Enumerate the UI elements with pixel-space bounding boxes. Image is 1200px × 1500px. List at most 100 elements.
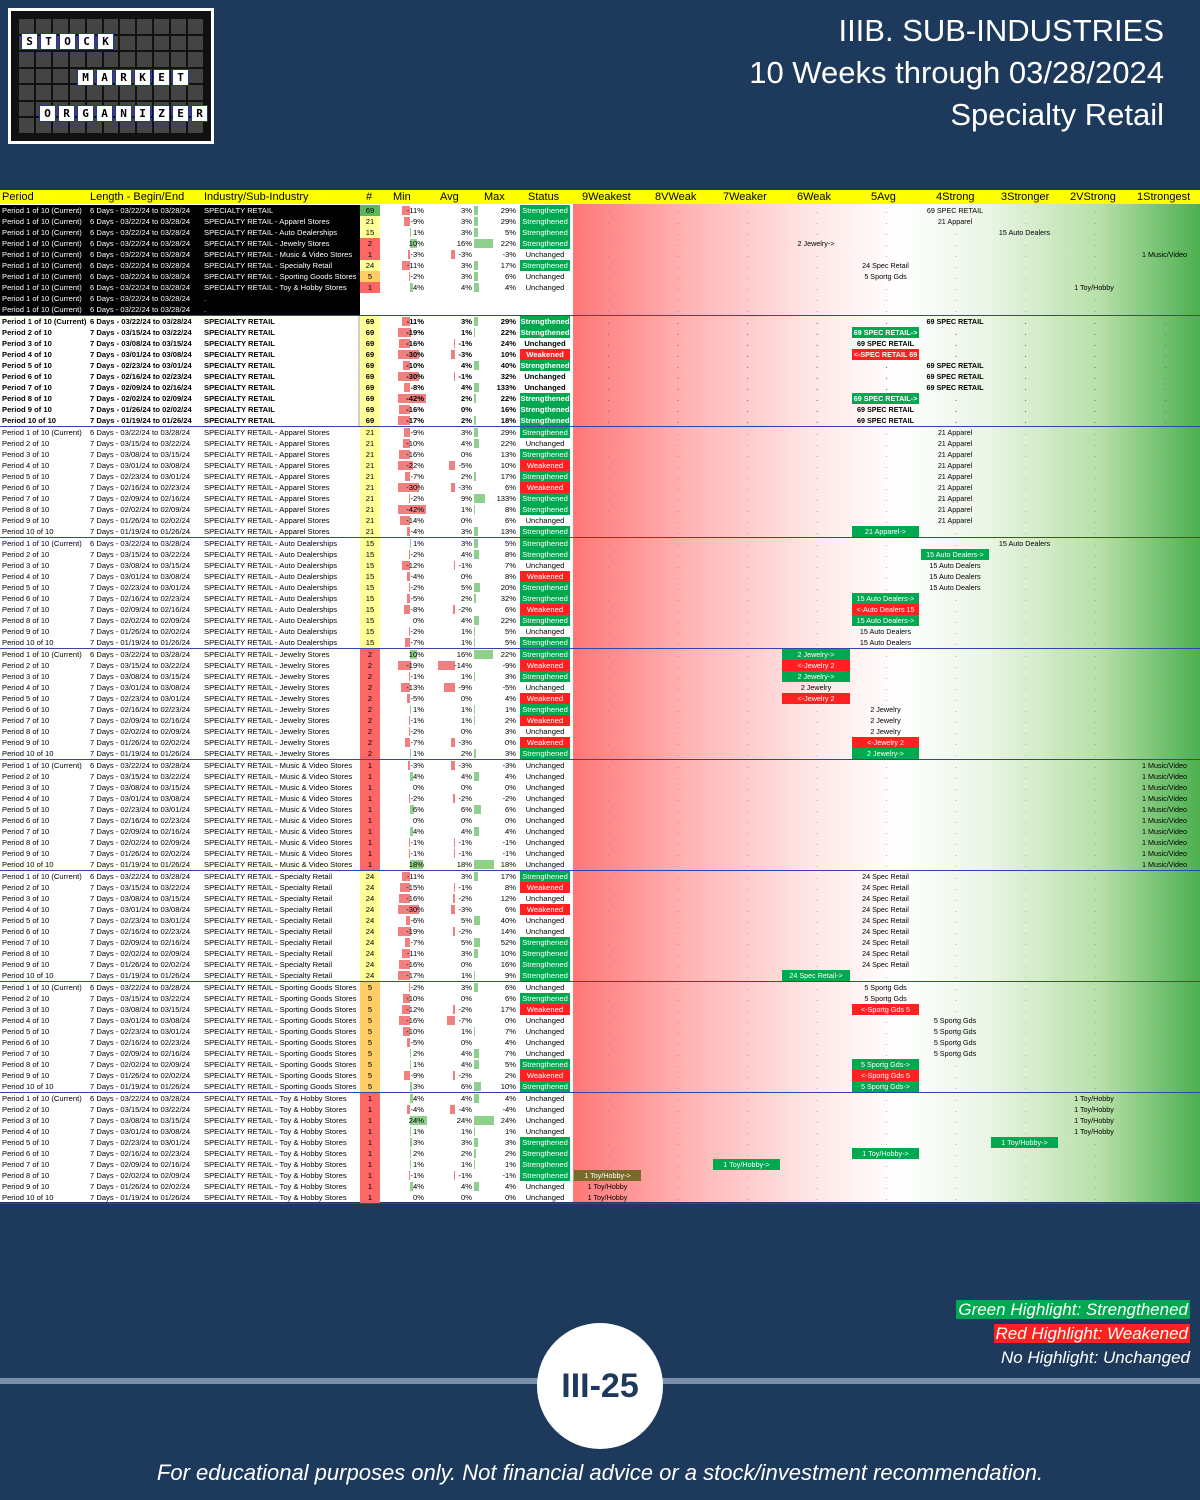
logo-tile: [171, 85, 187, 100]
empty-marker: .: [746, 872, 749, 881]
empty-marker: .: [1164, 1171, 1167, 1180]
empty-marker: .: [955, 539, 958, 548]
table-cell: 7 Days - 01/26/24 to 02/02/24: [90, 1071, 191, 1080]
table-cell: SPECIALTY RETAIL - Auto Dealerships: [204, 583, 338, 592]
empty-marker: .: [607, 1038, 610, 1047]
table-cell: -2%: [410, 983, 424, 992]
table-cell: 15: [360, 593, 380, 604]
logo-letter: R: [115, 69, 132, 86]
table-cell: 0%: [505, 783, 516, 792]
strength-label: 1 Music/Video: [1141, 250, 1187, 259]
table-cell: -9%: [410, 217, 424, 226]
table-cell: 7 Days - 02/09/24 to 02/16/24: [90, 1049, 191, 1058]
empty-marker: .: [677, 394, 680, 403]
empty-marker: .: [1094, 1016, 1097, 1025]
empty-marker: .: [1024, 1160, 1027, 1169]
table-cell: -2%: [458, 1005, 472, 1014]
table-cell: Period 5 of 10: [2, 694, 50, 703]
min-bar: [398, 350, 419, 359]
strength-label: 15 Auto Dealers: [929, 583, 981, 592]
avg-bar: [451, 350, 455, 359]
table-cell: .: [204, 294, 207, 303]
table-cell: -13%: [406, 683, 424, 692]
table-cell: 7 Days - 01/26/24 to 02/02/24: [90, 849, 191, 858]
empty-marker: .: [607, 294, 610, 303]
table-cell: 32%: [500, 372, 516, 381]
table-cell: SPECIALTY RETAIL: [204, 416, 275, 425]
table-cell: Period 8 of 10: [2, 1171, 50, 1180]
empty-marker: .: [1094, 960, 1097, 969]
logo-tile: [19, 118, 34, 133]
empty-marker: .: [1164, 938, 1167, 947]
empty-marker: .: [1094, 738, 1097, 747]
empty-marker: .: [1094, 849, 1097, 858]
table-cell: 10%: [500, 1082, 516, 1091]
min-bar: [409, 838, 410, 847]
empty-marker: .: [1024, 383, 1027, 392]
table-cell: 24%: [408, 1116, 424, 1125]
empty-marker: .: [677, 516, 680, 525]
empty-marker: .: [677, 206, 680, 215]
table-cell: -2%: [410, 550, 424, 559]
strength-label: 1 Music/Video: [1141, 805, 1187, 814]
table-cell: 7 Days - 03/01/24 to 03/08/24: [90, 905, 191, 914]
empty-marker: .: [607, 1105, 610, 1114]
empty-marker: .: [746, 261, 749, 270]
min-bar: [403, 439, 410, 448]
strength-label: 2 Jewelry: [870, 727, 901, 736]
table-cell: Period 3 of 10: [2, 450, 50, 459]
table-row: Period 4 of 10 7 Days - 03/01/24 to 03/08…: [0, 904, 1200, 915]
table-cell: SPECIALTY RETAIL: [204, 339, 275, 348]
table-cell: SPECIALTY RETAIL - Jewelry Stores: [204, 239, 330, 248]
empty-marker: .: [1094, 494, 1097, 503]
table-cell: 7 Days - 02/23/24 to 03/01/24: [90, 805, 191, 814]
table-cell: 10%: [500, 949, 516, 958]
empty-marker: .: [1024, 594, 1027, 603]
status-badge: Weakened: [520, 1004, 570, 1015]
avg-bar: [474, 239, 494, 248]
empty-marker: .: [955, 350, 958, 359]
table-cell: SPECIALTY RETAIL: [204, 394, 275, 403]
table-cell: 1: [360, 1181, 380, 1192]
table-cell: SPECIALTY RETAIL - Auto Dealerships: [204, 605, 338, 614]
table-cell: SPECIALTY RETAIL - Sporting Goods Stores: [204, 1049, 356, 1058]
empty-marker: .: [955, 827, 958, 836]
table-cell: SPECIALTY RETAIL - Specialty Retail: [204, 916, 333, 925]
empty-marker: .: [677, 339, 680, 348]
table-cell: -2%: [458, 927, 472, 936]
empty-marker: .: [1024, 206, 1027, 215]
empty-marker: .: [1094, 927, 1097, 936]
table-cell: Period 10 of 10: [2, 860, 54, 869]
strength-label: 21 Apparel: [937, 439, 973, 448]
status-badge: Unchanged: [525, 838, 565, 847]
status-badge: Strengthened: [520, 970, 570, 981]
table-cell: 6%: [505, 905, 516, 914]
empty-marker: .: [746, 283, 749, 292]
empty-marker: .: [1164, 328, 1167, 337]
empty-marker: .: [677, 650, 680, 659]
empty-marker: .: [955, 694, 958, 703]
empty-marker: .: [1024, 971, 1027, 980]
empty-marker: .: [746, 1038, 749, 1047]
min-bar: [410, 749, 411, 758]
table-cell: 7 Days - 03/15/24 to 03/22/24: [90, 994, 191, 1003]
empty-marker: .: [1164, 949, 1167, 958]
empty-marker: .: [1164, 305, 1167, 314]
empty-marker: .: [746, 927, 749, 936]
avg-bar: [474, 394, 477, 403]
min-bar: [405, 916, 410, 925]
avg-bar: [474, 383, 479, 392]
empty-marker: .: [816, 827, 819, 836]
table-cell: Period 1 of 10 (Current): [2, 872, 82, 881]
table-cell: 15: [360, 538, 380, 549]
empty-marker: .: [885, 494, 888, 503]
empty-marker: .: [816, 1094, 819, 1103]
table-cell: 13%: [500, 527, 516, 536]
table-cell: 5: [360, 993, 380, 1004]
empty-marker: .: [607, 772, 610, 781]
empty-marker: .: [677, 239, 680, 248]
empty-marker: .: [607, 761, 610, 770]
logo-letter: R: [58, 105, 75, 122]
group-separator: [0, 1203, 1200, 1204]
empty-marker: .: [1024, 860, 1027, 869]
